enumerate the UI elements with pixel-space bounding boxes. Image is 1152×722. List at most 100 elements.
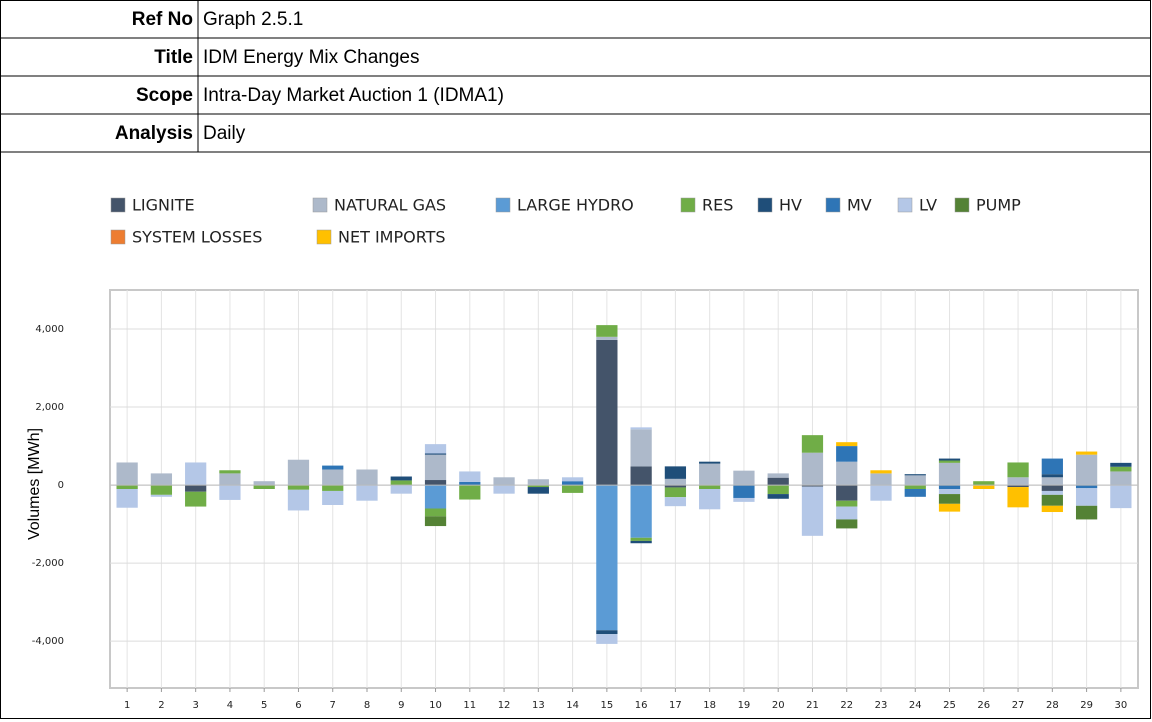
bar-segment — [424, 480, 447, 486]
bar-segment — [527, 479, 549, 486]
bar-segment — [596, 325, 618, 337]
bar-segment — [938, 485, 961, 489]
bar-segment — [664, 466, 687, 479]
y-tick-label: 4,000 — [35, 324, 64, 335]
bar-segment — [527, 487, 549, 494]
bar-segment — [1075, 488, 1098, 506]
bar-segment — [1075, 454, 1098, 486]
x-tick-label: 24 — [909, 700, 922, 711]
legend-swatch — [825, 197, 841, 213]
bar-segment — [904, 474, 926, 476]
bar-segment — [459, 471, 481, 482]
x-tick-label: 6 — [295, 700, 301, 711]
y-tick-label: -2,000 — [32, 558, 64, 569]
bar-segment — [1075, 451, 1098, 455]
bar-segment — [801, 435, 824, 453]
bar-segment — [596, 634, 618, 644]
header-label: Analysis — [115, 123, 193, 144]
bar-segment — [733, 497, 755, 502]
bar-segment — [424, 454, 447, 481]
header-value: IDM Energy Mix Changes — [203, 47, 419, 68]
bar-segment — [767, 494, 789, 499]
bar-segment — [424, 485, 447, 509]
x-tick-label: 18 — [703, 700, 716, 711]
bar-segment — [630, 485, 652, 538]
bar-segment — [1075, 485, 1098, 489]
bar-segment — [904, 489, 926, 497]
legend-label: NET IMPORTS — [338, 228, 446, 247]
bar-segment — [1007, 487, 1029, 508]
x-tick-label: 14 — [566, 700, 579, 711]
bar-segment — [424, 453, 447, 455]
header-value: Daily — [203, 123, 246, 144]
bar-segment — [356, 485, 378, 501]
bar-segment — [1007, 462, 1029, 478]
x-tick-label: 17 — [669, 700, 682, 711]
bar-segment — [630, 466, 652, 486]
bar-segment — [322, 469, 344, 486]
x-tick-label: 4 — [227, 700, 233, 711]
bar-segment — [836, 519, 858, 529]
x-tick-label: 23 — [875, 700, 888, 711]
bar-segment — [767, 477, 789, 486]
bar-segment — [801, 486, 824, 536]
x-tick-label: 7 — [330, 700, 336, 711]
bar-segment — [185, 462, 207, 486]
bar-segment — [219, 485, 241, 500]
bar-segment — [185, 491, 207, 507]
bar-segment — [664, 478, 687, 486]
bar-segment — [836, 485, 858, 501]
bar-segment — [904, 475, 926, 486]
legend-label: LARGE HYDRO — [517, 196, 634, 215]
plot-area — [109, 289, 1139, 689]
bar-segment — [699, 489, 721, 510]
bar-segment — [699, 463, 721, 486]
bar-segment — [1110, 462, 1132, 467]
legend-label: RES — [702, 196, 733, 215]
bar-segment — [424, 516, 447, 527]
x-tick-label: 25 — [943, 700, 956, 711]
x-tick-label: 26 — [977, 700, 990, 711]
bar-segment — [630, 537, 652, 541]
x-tick-label: 29 — [1080, 700, 1093, 711]
legend-swatch — [954, 197, 970, 213]
bar-segment — [596, 339, 618, 486]
bar-segment — [1110, 466, 1132, 472]
bar-segment — [1041, 490, 1063, 495]
legend-swatch — [680, 197, 696, 213]
bar-segment — [870, 485, 892, 501]
bar-segment — [836, 500, 858, 507]
legend-label: PUMP — [976, 196, 1021, 215]
bar-segment — [938, 494, 961, 504]
bar-segment — [424, 508, 447, 517]
x-tick-label: 21 — [806, 700, 819, 711]
bar-segment — [596, 485, 618, 631]
bar-segment — [493, 485, 515, 494]
bar-segment — [561, 485, 584, 493]
bar-segment — [1075, 505, 1098, 520]
y-tick-label: 2,000 — [35, 402, 64, 413]
bar-segment — [322, 490, 344, 505]
bar-segment — [699, 485, 721, 489]
y-tick-label: 0 — [58, 480, 64, 491]
bar-segment — [356, 469, 378, 486]
bar-segment — [938, 462, 961, 486]
legend-swatch — [316, 229, 332, 245]
bar-segment — [150, 494, 173, 497]
bar-segment — [938, 458, 961, 461]
bar-segment — [287, 459, 310, 486]
x-tick-label: 16 — [635, 700, 648, 711]
bar-segment — [630, 540, 652, 544]
x-tick-label: 13 — [532, 700, 545, 711]
header-label: Ref No — [132, 9, 193, 30]
bar-segment — [870, 473, 892, 486]
bar-segment — [390, 480, 412, 486]
bar-segment — [185, 485, 207, 492]
x-tick-label: 19 — [738, 700, 751, 711]
header-label: Scope — [136, 85, 193, 106]
bar-segment — [630, 429, 652, 467]
bar-segment — [1041, 494, 1063, 506]
bar-segment — [322, 465, 344, 470]
x-tick-label: 28 — [1046, 700, 1059, 711]
